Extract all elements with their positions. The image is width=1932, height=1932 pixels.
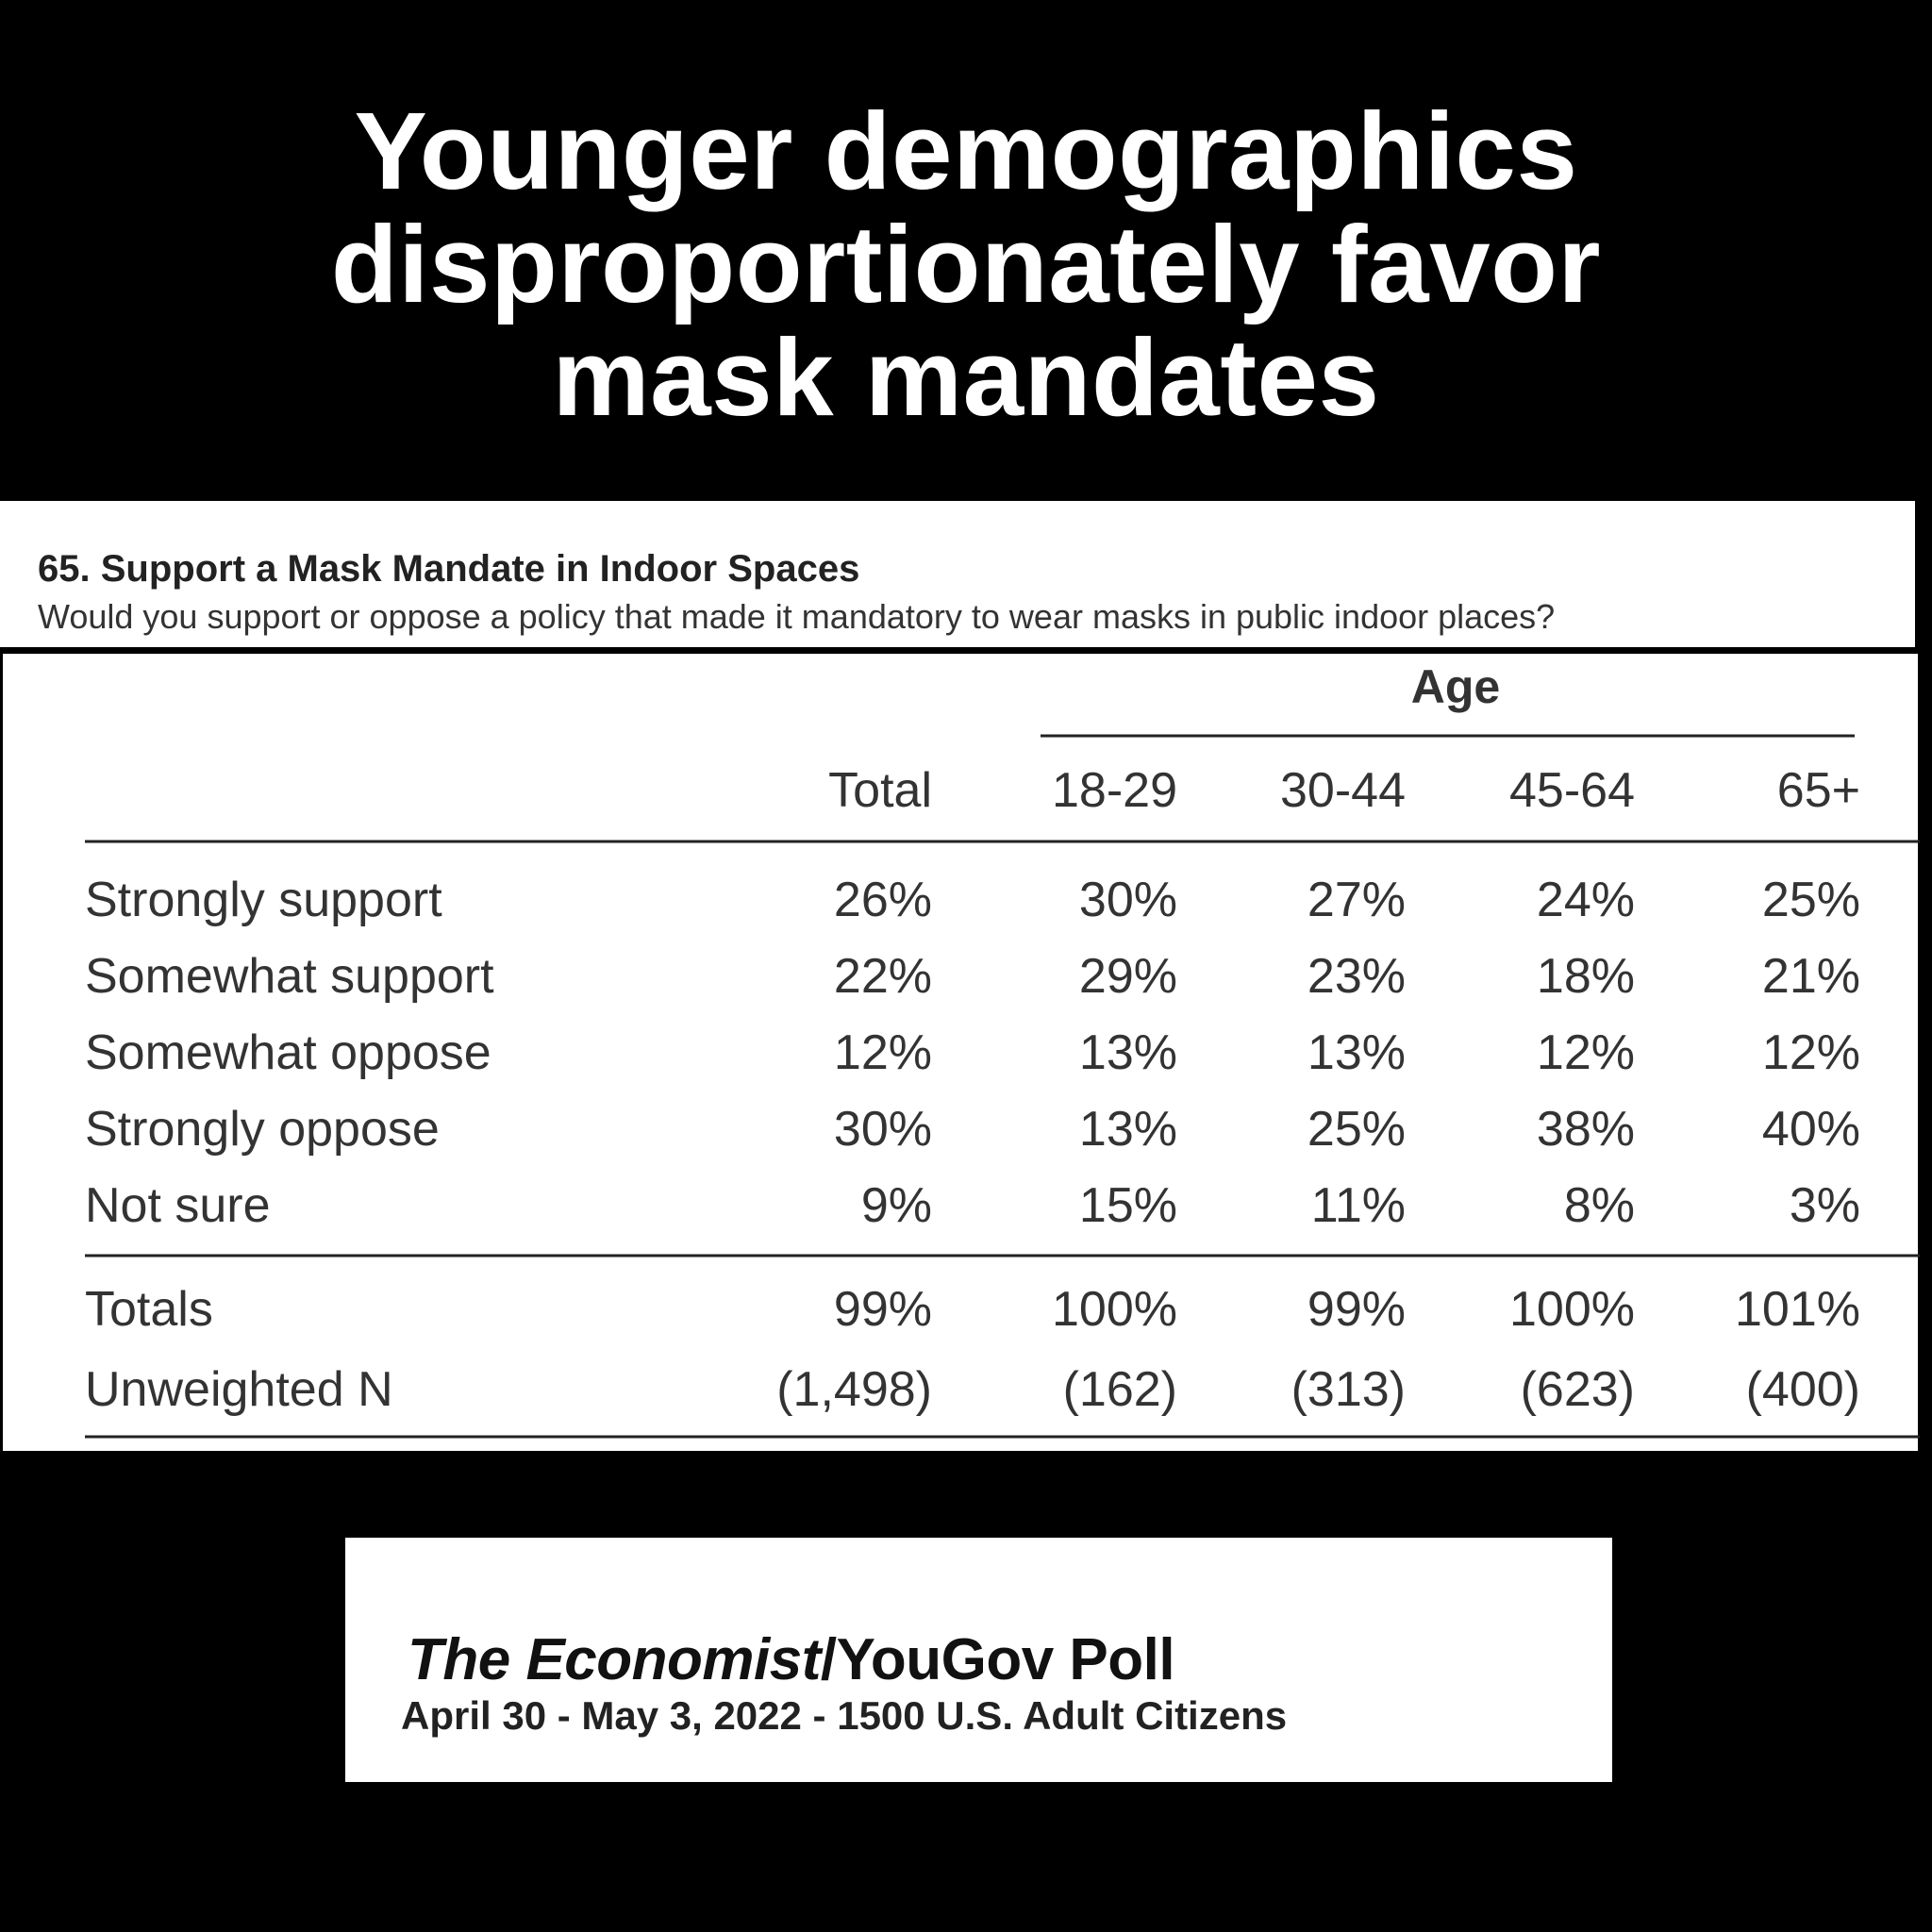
table-cell: 30% (834, 1102, 932, 1157)
question-text: Would you support or oppose a policy tha… (38, 597, 1556, 636)
footer-cell: 99% (1307, 1282, 1406, 1337)
column-header: Total (828, 763, 932, 818)
footer-cell: 101% (1735, 1282, 1860, 1337)
source-title-italic: The Economist (408, 1627, 821, 1692)
table-cell: 26% (834, 873, 932, 927)
table-cell: 9% (861, 1178, 932, 1233)
footer-cell: (1,498) (776, 1362, 932, 1417)
row-label: Somewhat oppose (85, 1025, 491, 1080)
column-header: 30-44 (1280, 763, 1406, 818)
column-header: 45-64 (1509, 763, 1635, 818)
column-header: 65+ (1777, 763, 1860, 818)
footer-cell: 100% (1509, 1282, 1635, 1337)
table-cell: 11% (1311, 1178, 1406, 1233)
table-cell: 3% (1790, 1178, 1860, 1233)
source-title: The Economist/YouGov Poll (408, 1626, 1175, 1693)
question-header: 65. Support a Mask Mandate in Indoor Spa… (0, 501, 1915, 647)
source-box: The Economist/YouGov Poll April 30 - May… (345, 1538, 1612, 1782)
footer-row-label: Unweighted N (85, 1362, 393, 1417)
table-background (3, 654, 1918, 1451)
table-cell: 29% (1079, 949, 1177, 1004)
footer-cell: 99% (834, 1282, 932, 1337)
table-cell: 13% (1079, 1025, 1177, 1080)
table-cell: 22% (834, 949, 932, 1004)
row-label: Strongly support (85, 873, 442, 927)
source-subtitle: April 30 - May 3, 2022 - 1500 U.S. Adult… (401, 1693, 1288, 1738)
source-title-rest: /YouGov Poll (820, 1627, 1175, 1692)
table-cell: 40% (1762, 1102, 1860, 1157)
footer-cell: (623) (1521, 1362, 1635, 1417)
footer-cell: 100% (1052, 1282, 1177, 1337)
row-label: Somewhat support (85, 949, 494, 1004)
row-label: Strongly oppose (85, 1102, 440, 1157)
table-cell: 15% (1079, 1178, 1177, 1233)
table-cell: 8% (1564, 1178, 1635, 1233)
age-group-header: Age (1411, 660, 1500, 713)
headline-line-1: Younger demographics (354, 90, 1578, 212)
table-cell: 12% (1762, 1025, 1860, 1080)
table-cell: 25% (1762, 873, 1860, 927)
footer-cell: (313) (1291, 1362, 1406, 1417)
table-cell: 24% (1537, 873, 1635, 927)
table-cell: 18% (1537, 949, 1635, 1004)
table-cell: 12% (834, 1025, 932, 1080)
table-cell: 25% (1307, 1102, 1406, 1157)
footer-cell: (162) (1063, 1362, 1177, 1417)
headline-line-3: mask mandates (552, 316, 1380, 439)
column-header: 18-29 (1052, 763, 1177, 818)
table-cell: 21% (1762, 949, 1860, 1004)
table-cell: 12% (1537, 1025, 1635, 1080)
headline-line-2: disproportionately favor (330, 203, 1602, 325)
question-title: 65. Support a Mask Mandate in Indoor Spa… (38, 548, 860, 590)
table-cell: 38% (1537, 1102, 1635, 1157)
row-label: Not sure (85, 1178, 271, 1233)
table-cell: 23% (1307, 949, 1406, 1004)
table-cell: 27% (1307, 873, 1406, 927)
table-cell: 13% (1079, 1102, 1177, 1157)
table-cell: 13% (1307, 1025, 1406, 1080)
headline: Younger demographics disproportionately … (0, 94, 1932, 434)
footer-cell: (400) (1746, 1362, 1860, 1417)
table-cell: 30% (1079, 873, 1177, 927)
footer-row-label: Totals (85, 1282, 213, 1337)
